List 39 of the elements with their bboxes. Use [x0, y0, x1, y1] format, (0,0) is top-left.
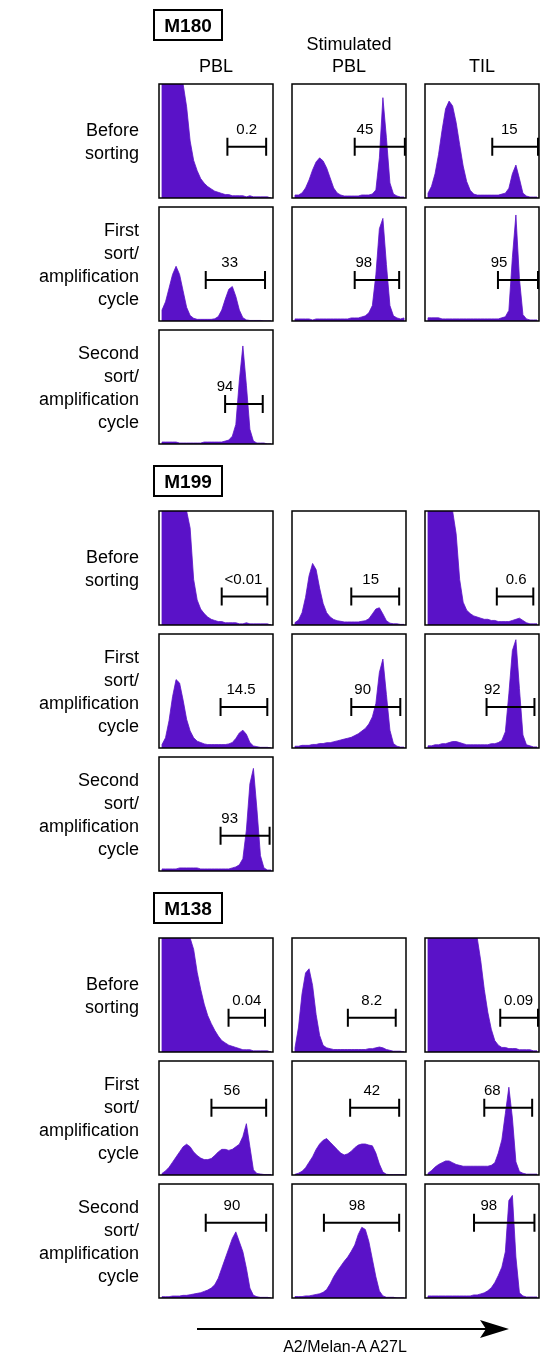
annotation: 15: [362, 569, 379, 587]
text: 98: [348, 1195, 366, 1213]
chart-title: M138: [164, 898, 212, 919]
annotation: 98: [355, 252, 373, 270]
y-axis-title: First sort/ amplification cycle: [38, 1073, 139, 1163]
annotation: 0.09: [503, 990, 534, 1008]
annotation: 33: [221, 252, 239, 270]
annotation: 0.2: [236, 119, 258, 137]
annotation: 93: [221, 808, 239, 826]
chart-subtitle: Stimulated PBL: [306, 34, 392, 76]
y-axis-title: Before sorting: [84, 546, 139, 590]
y-axis-title: Second sort/ amplification cycle: [38, 769, 139, 859]
text: 90: [223, 1195, 241, 1213]
annotation: <0.01: [224, 569, 263, 587]
chart-title: M199: [164, 471, 212, 492]
y-axis-title: First sort/ amplification cycle: [38, 219, 139, 309]
y-axis-title: Second sort/ amplification cycle: [38, 1196, 139, 1286]
x-axis-title: A2/Melan-A A27L: [283, 1338, 407, 1355]
annotation: 15: [501, 119, 518, 137]
annotation: 98: [480, 1195, 498, 1213]
y-axis-title: Second sort/ amplification cycle: [38, 342, 139, 432]
chart-subtitle: PBL: [198, 56, 234, 76]
annotation: 14.5: [226, 679, 256, 697]
annotation: 90: [354, 679, 372, 697]
annotation: 92: [483, 679, 501, 697]
annotation: 0.04: [232, 990, 262, 1008]
chart-title: M180: [164, 15, 212, 36]
annotation: 68: [483, 1080, 501, 1098]
y-axis-title: Before sorting: [84, 973, 139, 1017]
text: 42: [363, 1080, 381, 1098]
annotation: 8.2: [361, 990, 383, 1008]
text: 56: [223, 1080, 241, 1098]
y-axis-title: Before sorting: [84, 119, 139, 163]
annotation: 45: [356, 119, 374, 137]
annotation: 0.6: [505, 569, 527, 587]
annotation: 94: [216, 377, 234, 395]
chart-subtitle: TIL: [468, 56, 496, 76]
y-axis-title: First sort/ amplification cycle: [38, 646, 139, 736]
annotation: 95: [490, 252, 508, 270]
